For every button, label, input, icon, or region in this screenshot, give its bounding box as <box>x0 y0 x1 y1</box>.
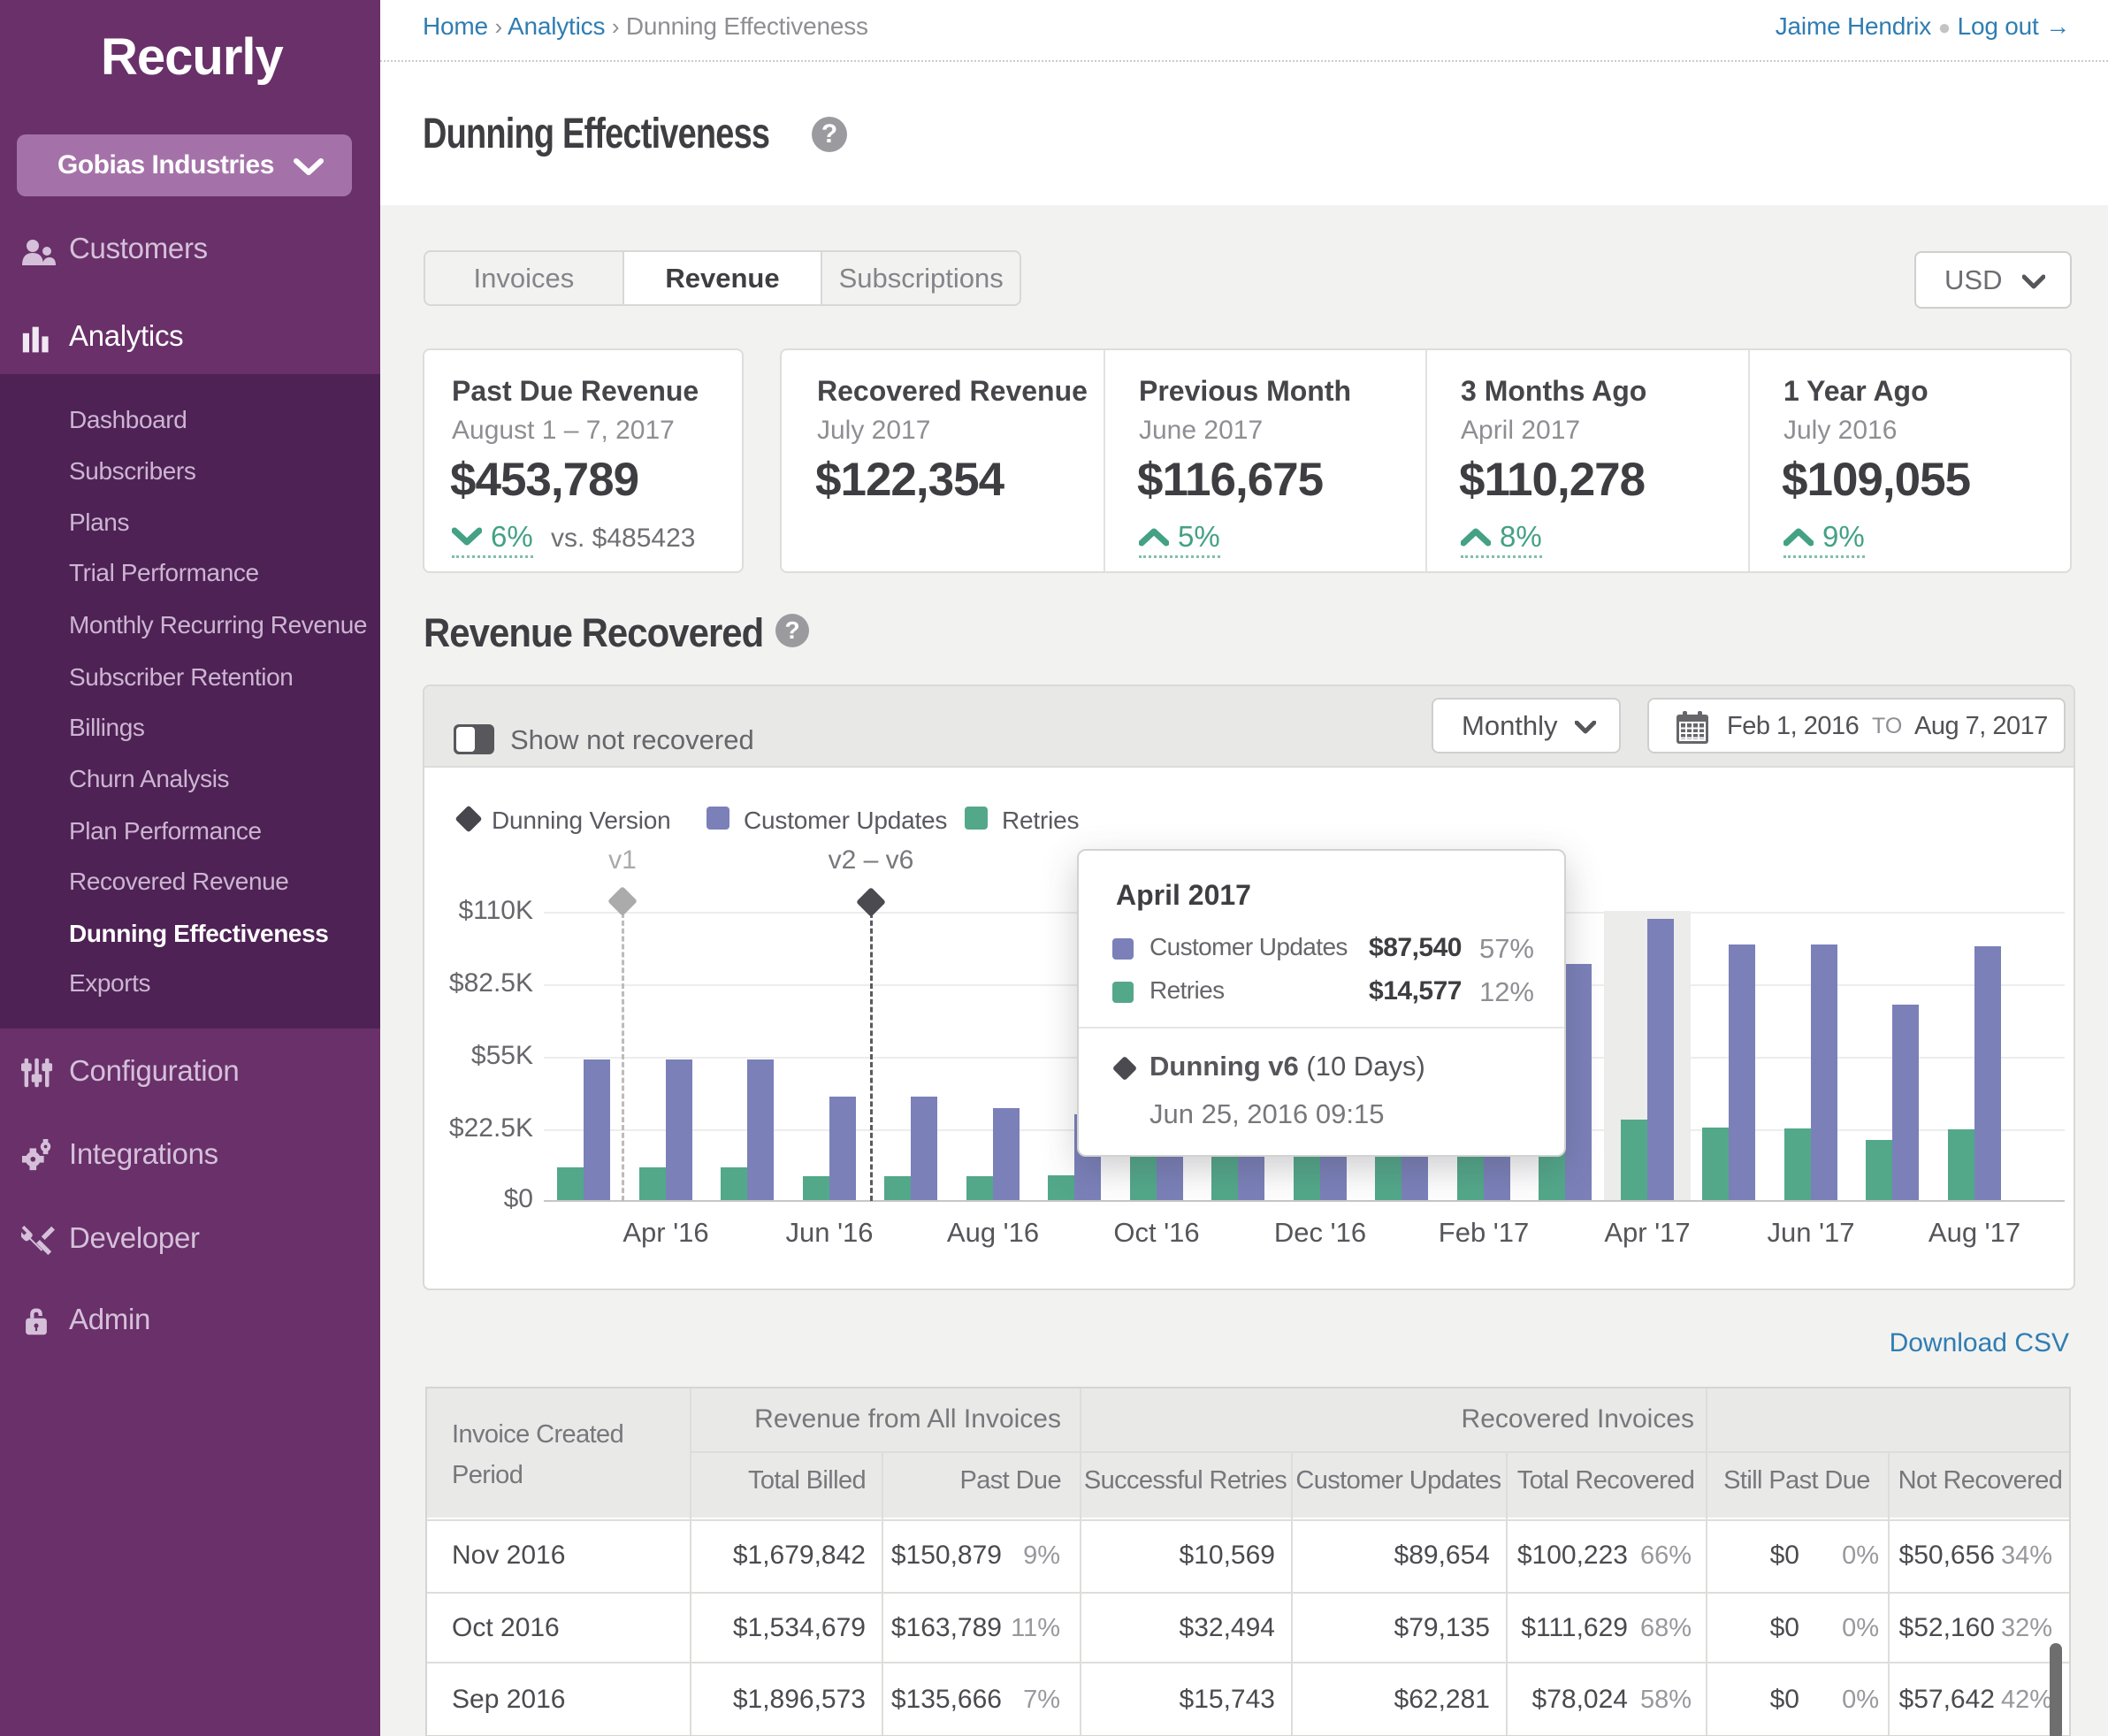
svg-text:Recurly: Recurly <box>101 28 284 86</box>
